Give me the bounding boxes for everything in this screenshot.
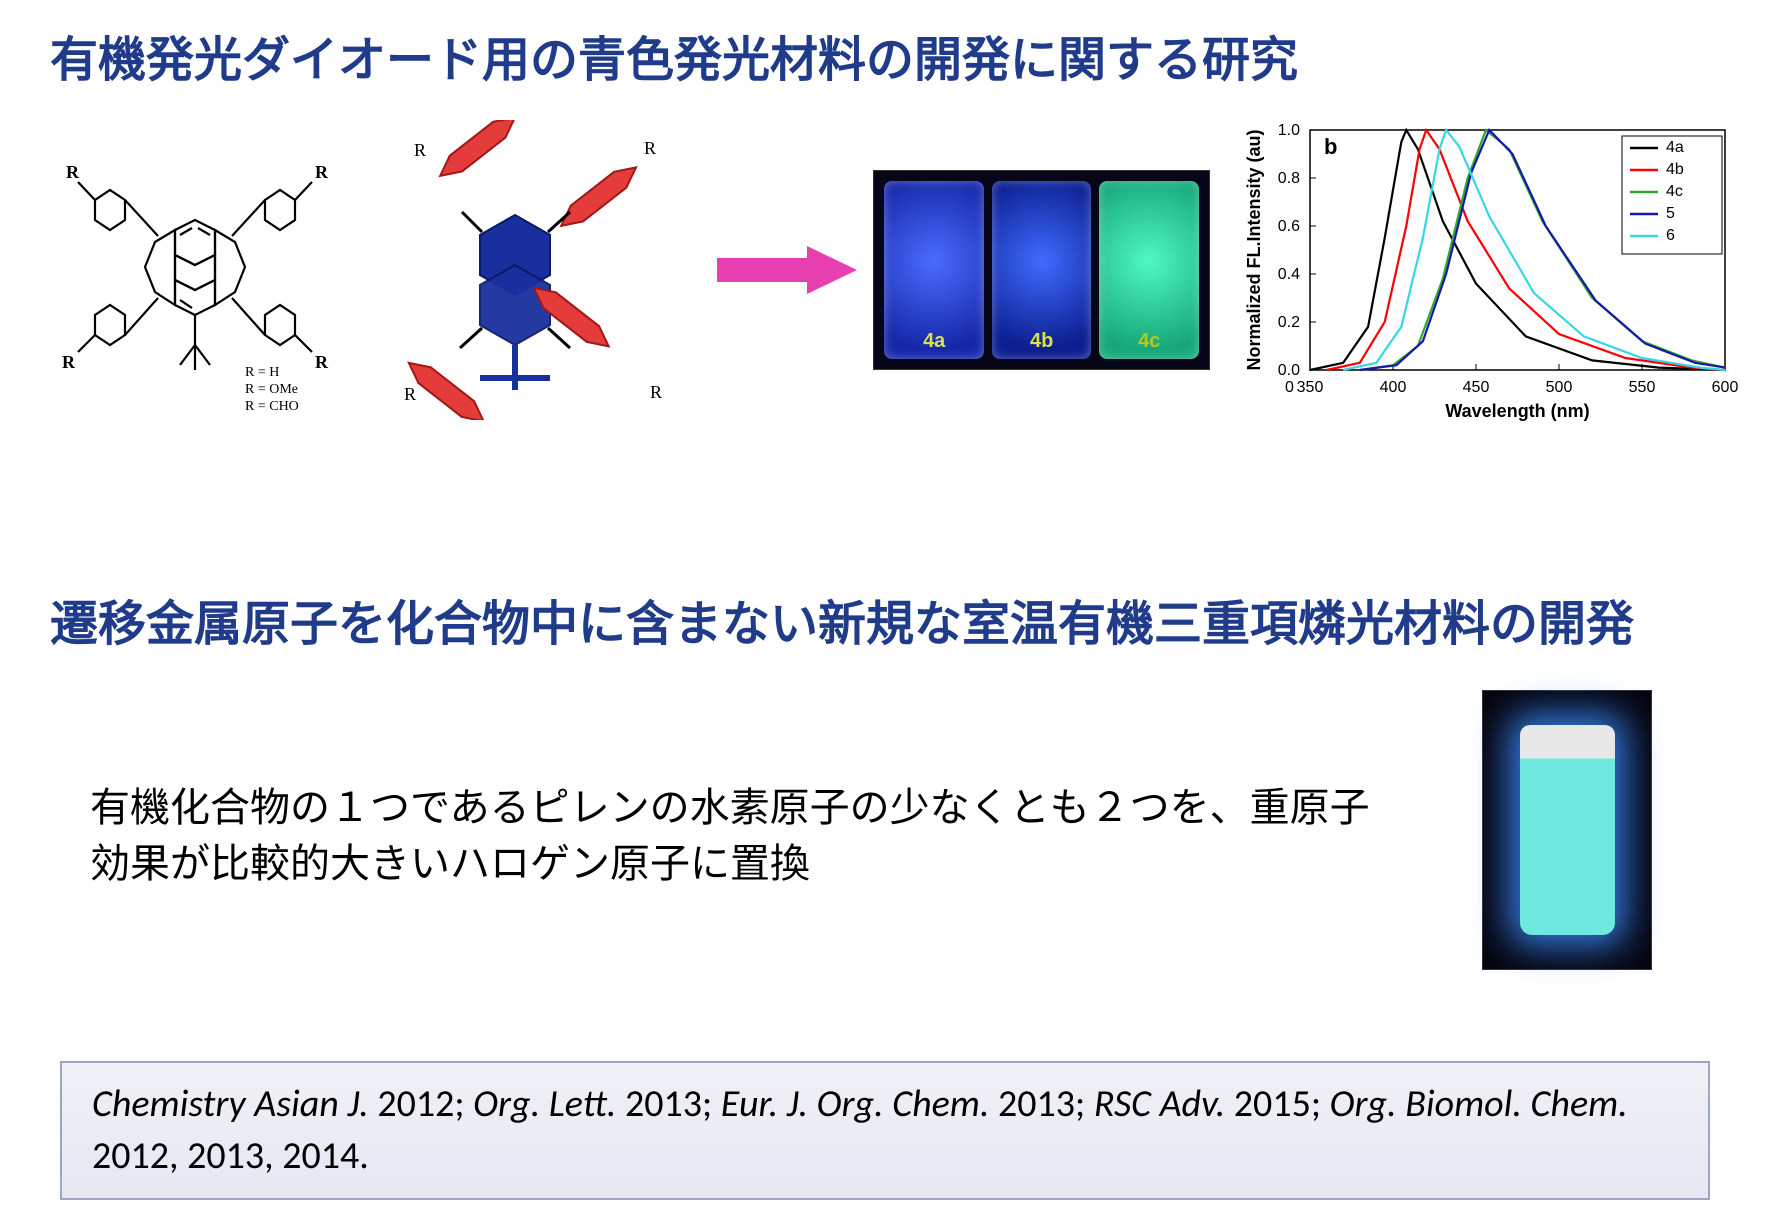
r-label: R: [650, 382, 662, 402]
svg-text:600: 600: [1712, 379, 1739, 396]
r-label: R: [644, 138, 656, 158]
figure-row: R R R R R = H R = OMe R = CHO: [30, 110, 1740, 430]
vial-4c: 4c: [1099, 181, 1199, 359]
svg-text:550: 550: [1629, 379, 1656, 396]
svg-text:5: 5: [1666, 205, 1675, 222]
citations-box: Chemistry Asian J. 2012; Org. Lett. 2013…: [60, 1061, 1710, 1200]
chem-structure-wire: R R R R R = H R = OMe R = CHO: [30, 120, 360, 420]
arrow-icon: [710, 240, 863, 300]
vial-4a: 4a: [884, 181, 984, 359]
svg-text:1.0: 1.0: [1278, 122, 1300, 139]
svg-text:0.4: 0.4: [1278, 266, 1300, 283]
svg-text:500: 500: [1546, 379, 1573, 396]
r-label: R: [315, 352, 329, 372]
svg-text:0.6: 0.6: [1278, 218, 1300, 235]
arm: [434, 120, 521, 184]
r-legend-3: R = CHO: [245, 399, 299, 416]
svg-text:350: 350: [1297, 379, 1324, 396]
subtext: 有機化合物の１つであるピレンの水素原子の少なくとも２つを、重原子効果が比較的大き…: [90, 780, 1390, 892]
r-legend-1: R = H: [245, 365, 299, 382]
section-title-2: 遷移金属原子を化合物中に含まない新規な室温有機三重項燐光材料の開発: [50, 595, 1700, 655]
fl-spectrum-chart: 350 400 450 500 550 600 0.0 0.2 0.4 0.6 0.8 1.0 Wave…: [1240, 115, 1740, 425]
svg-text:400: 400: [1380, 379, 1407, 396]
svg-text:450: 450: [1463, 379, 1490, 396]
svg-text:Wavelength (nm): Wavelength (nm): [1445, 401, 1589, 421]
chem-structure-schematic: R R R R: [370, 120, 700, 420]
r-label: R: [315, 162, 329, 182]
jar-photo: [1482, 690, 1652, 970]
svg-text:4a: 4a: [1666, 139, 1684, 156]
svg-text:0.8: 0.8: [1278, 170, 1300, 187]
svg-text:6: 6: [1666, 227, 1675, 244]
svg-text:Normalized FL.Intensity (au): Normalized FL.Intensity (au): [1244, 129, 1264, 370]
r-label: R: [62, 352, 76, 372]
svg-text:0: 0: [1285, 379, 1294, 396]
svg-text:0.0: 0.0: [1278, 362, 1300, 379]
r-label: R: [404, 384, 416, 404]
r-label: R: [66, 162, 80, 182]
vial-photo-panel: 4a 4b 4c: [873, 170, 1210, 370]
svg-text:4c: 4c: [1666, 183, 1683, 200]
svg-text:4b: 4b: [1666, 161, 1684, 178]
svg-text:b: b: [1324, 134, 1337, 159]
arm: [555, 160, 642, 234]
vial-4b: 4b: [992, 181, 1092, 359]
svg-text:0.2: 0.2: [1278, 314, 1300, 331]
section-title-1: 有機発光ダイオード用の青色発光材料の開発に関する研究: [50, 20, 1298, 90]
r-label: R: [414, 140, 426, 160]
r-legend-2: R = OMe: [245, 382, 299, 399]
